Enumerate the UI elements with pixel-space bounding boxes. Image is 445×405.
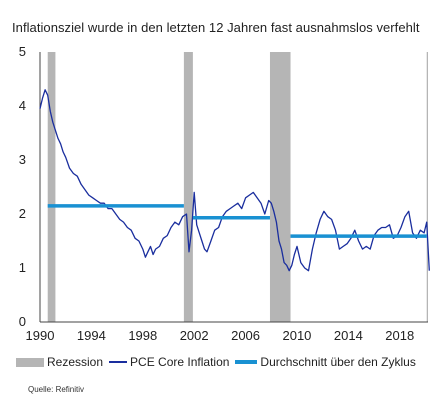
axis-group <box>39 52 428 323</box>
x-tick-label: 2018 <box>385 328 414 343</box>
y-tick-label: 5 <box>19 44 26 59</box>
average-lines <box>47 204 427 238</box>
y-tick-label: 3 <box>19 152 26 167</box>
x-tick-label: 2010 <box>282 328 311 343</box>
y-tick-label: 2 <box>19 206 26 221</box>
x-tick-label: 1994 <box>77 328 106 343</box>
x-tick-label: 2002 <box>180 328 209 343</box>
legend-swatch-recession <box>16 357 44 367</box>
x-tick-label: 1998 <box>128 328 157 343</box>
x-tick-label: 2006 <box>231 328 260 343</box>
legend-swatch-average <box>235 360 258 364</box>
y-tick-label: 0 <box>19 314 26 329</box>
tick-labels: 0 1 2 3 4 5 1990 1994 1998 2002 2006 2010 2014 2018 <box>19 44 414 343</box>
source-note: Quelle: Refinitiv <box>28 385 85 394</box>
y-tick-label: 4 <box>19 98 26 113</box>
recession-band-3 <box>426 52 428 322</box>
recession-band-0 <box>47 52 56 322</box>
legend-label-recession: Rezession <box>47 355 104 369</box>
series-line-pce <box>39 89 430 272</box>
legend-item-average: Durchschnitt über den Zyklus <box>235 355 416 369</box>
legend-item-pce: PCE Core Inflation <box>109 355 229 369</box>
legend-item-recession: Rezession <box>16 355 103 369</box>
y-tick-label: 1 <box>19 260 26 275</box>
recession-band-1 <box>183 52 193 322</box>
legend-label-average: Durchschnitt über den Zyklus <box>260 355 416 369</box>
legend-swatch-pce <box>109 361 128 363</box>
pce-series <box>39 89 430 272</box>
recession-band-2 <box>269 52 291 322</box>
legend-label-pce: PCE Core Inflation <box>130 355 230 369</box>
recession-bands <box>47 52 428 322</box>
x-tick-label: 1990 <box>26 328 55 343</box>
chart-title: Inflationsziel wurde in den letzten 12 J… <box>12 20 420 35</box>
x-tick-label: 2014 <box>334 328 363 343</box>
legend: Rezession PCE Core Inflation Durchschnit… <box>16 355 422 369</box>
